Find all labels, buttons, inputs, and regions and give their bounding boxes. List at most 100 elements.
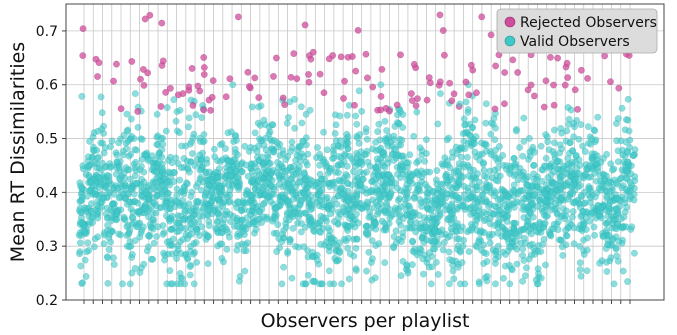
valid-observer-point: [453, 192, 460, 200]
valid-observer-point: [143, 247, 151, 255]
valid-observer-point: [244, 239, 251, 247]
valid-observer-point: [115, 164, 123, 172]
valid-observer-point: [473, 243, 481, 251]
rejected-observer-point: [162, 88, 170, 96]
valid-observer-point: [456, 177, 463, 185]
valid-observer-point: [607, 160, 615, 168]
valid-observer-point: [464, 109, 472, 116]
valid-observer-point: [140, 260, 148, 268]
valid-observer-point: [318, 186, 326, 194]
valid-observer-point: [117, 135, 125, 143]
valid-observer-point: [605, 178, 612, 186]
valid-observer-point: [575, 176, 583, 184]
valid-observer-point: [628, 223, 636, 231]
valid-observer-point: [287, 148, 295, 155]
valid-observer-point: [445, 134, 452, 142]
valid-observer-point: [622, 174, 630, 182]
valid-observer-point: [613, 195, 621, 203]
valid-observer-point: [463, 153, 471, 161]
valid-observer-point: [98, 109, 106, 117]
valid-observer-point: [605, 205, 613, 213]
valid-observer-point: [282, 174, 290, 181]
valid-observer-point: [559, 172, 566, 180]
valid-observer-point: [427, 280, 435, 288]
rejected-observer-point: [200, 71, 208, 78]
rejected-observer-point: [378, 65, 386, 73]
valid-observer-point: [520, 195, 528, 203]
valid-observer-point: [134, 123, 142, 131]
valid-observer-point: [187, 193, 195, 200]
y-axis-label: Mean RT Dissimilarities: [7, 42, 29, 262]
valid-observer-point: [437, 180, 445, 188]
valid-observer-point: [471, 116, 479, 124]
valid-observer-point: [570, 133, 578, 141]
valid-observer-point: [531, 250, 538, 258]
valid-observer-point: [404, 194, 412, 202]
rejected-observer-point: [501, 100, 508, 108]
rejected-observer-point: [561, 81, 569, 89]
valid-observer-point: [170, 96, 178, 104]
rejected-observer-point: [540, 103, 548, 111]
valid-observer-point: [542, 162, 550, 170]
valid-observer-point: [192, 111, 200, 119]
valid-observer-point: [510, 154, 518, 162]
valid-observer-point: [412, 189, 420, 197]
valid-observer-point: [163, 104, 171, 111]
valid-observer-point: [215, 199, 223, 206]
valid-observer-point: [309, 223, 317, 231]
valid-observer-point: [403, 189, 411, 196]
rejected-observer-point: [293, 75, 301, 83]
valid-observer-point: [403, 261, 411, 269]
valid-observer-point: [513, 260, 521, 268]
valid-observer-point: [364, 230, 372, 238]
valid-observer-point: [475, 280, 483, 288]
valid-observer-point: [429, 237, 437, 245]
valid-observer-point: [584, 123, 592, 131]
rejected-observer-point: [354, 26, 362, 34]
valid-observer-point: [420, 270, 427, 278]
valid-observer-point: [153, 233, 160, 240]
valid-observer-point: [298, 220, 305, 227]
valid-observer-point: [357, 158, 365, 166]
valid-observer-point: [394, 111, 401, 119]
valid-observer-point: [436, 210, 444, 217]
valid-observer-point: [483, 272, 491, 280]
valid-observer-point: [78, 196, 86, 204]
valid-observer-point: [586, 194, 594, 202]
data-points: [75, 11, 639, 288]
valid-observer-point: [188, 230, 196, 238]
valid-observer-point: [368, 237, 376, 245]
rejected-observer-point: [462, 78, 470, 86]
valid-observer-point: [205, 222, 213, 230]
valid-observer-point: [506, 261, 513, 269]
valid-observer-point: [190, 280, 198, 288]
valid-observer-point: [544, 138, 552, 146]
valid-observer-point: [494, 177, 502, 185]
valid-observer-point: [330, 150, 338, 157]
valid-observer-point: [480, 166, 488, 174]
valid-observer-point: [614, 221, 622, 228]
valid-observer-point: [454, 220, 461, 227]
valid-observer-point: [318, 192, 326, 200]
valid-observer-point: [105, 173, 113, 180]
valid-observer-point: [622, 185, 630, 193]
valid-observer-point: [551, 126, 558, 134]
valid-observer-point: [467, 204, 475, 212]
valid-observer-point: [496, 207, 504, 214]
valid-observer-point: [142, 189, 150, 197]
valid-observer-point: [538, 177, 546, 185]
valid-observer-point: [382, 137, 390, 145]
valid-observer-point: [407, 173, 415, 181]
valid-observer-point: [624, 149, 632, 156]
valid-observer-point: [569, 208, 577, 215]
valid-observer-point: [204, 260, 212, 268]
valid-observer-point: [413, 251, 421, 259]
rejected-observer-point: [467, 61, 475, 69]
valid-observer-point: [456, 247, 464, 255]
valid-observer-point: [503, 213, 510, 220]
valid-observer-point: [158, 153, 166, 161]
valid-observer-point: [326, 227, 334, 235]
valid-observer-point: [512, 170, 520, 178]
valid-observer-point: [475, 196, 482, 203]
valid-observer-point: [540, 235, 548, 243]
